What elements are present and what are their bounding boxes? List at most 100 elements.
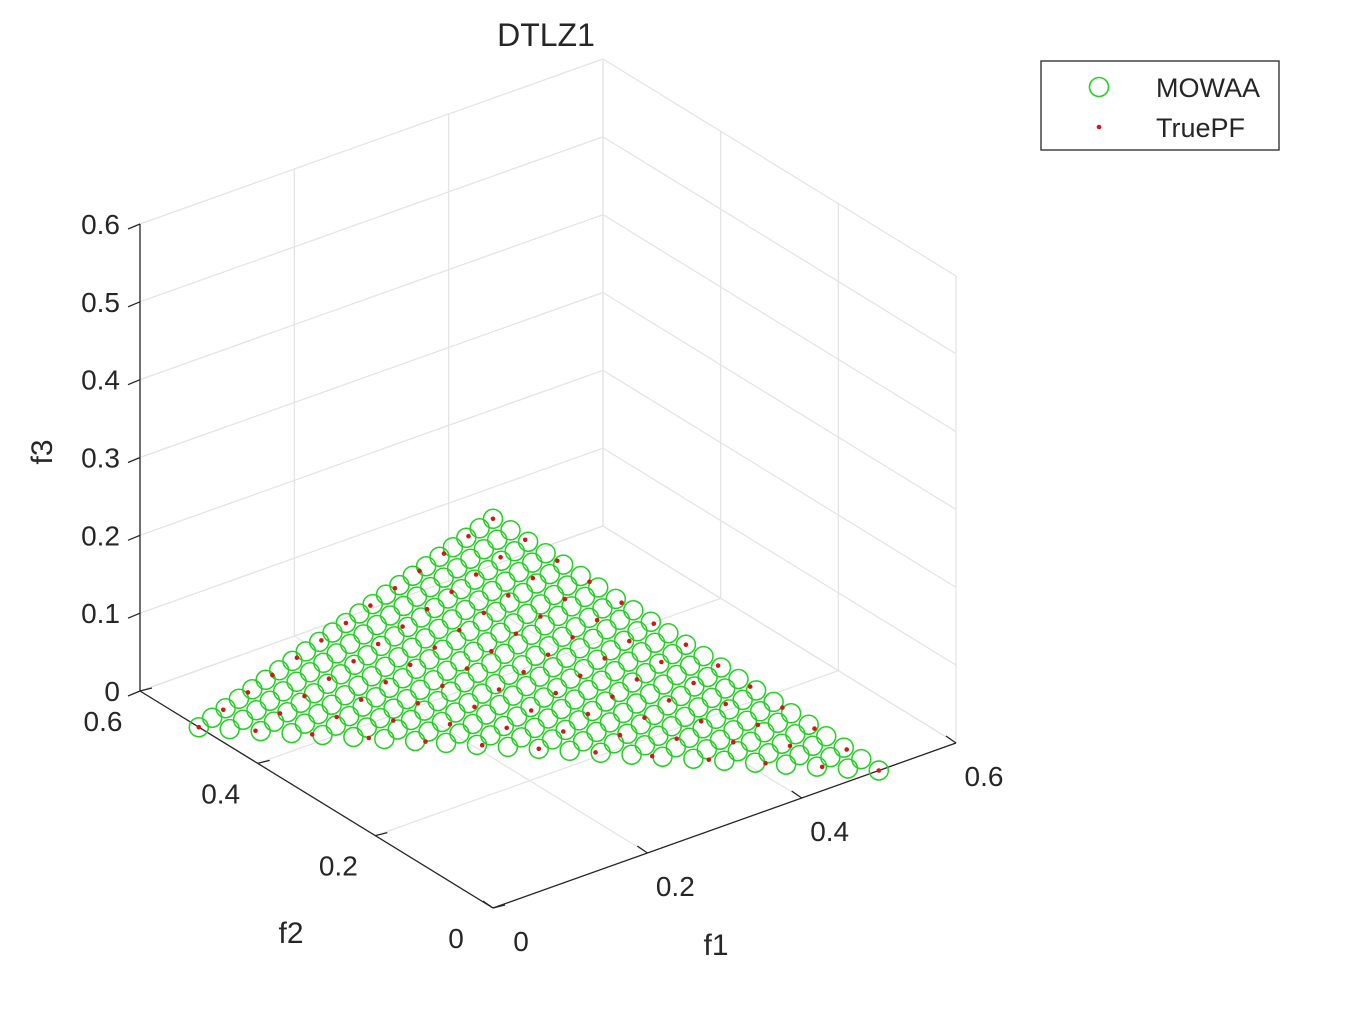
point-mowaa	[630, 714, 652, 735]
point-mowaa	[732, 689, 753, 711]
point-mowaa	[446, 557, 468, 579]
point-mowaa	[503, 613, 525, 634]
point-truepf	[553, 690, 558, 696]
point-mowaa	[427, 690, 449, 712]
point-mowaa	[618, 651, 639, 672]
point-mowaa	[740, 731, 762, 752]
point-mowaa	[401, 637, 423, 659]
point-truepf	[294, 655, 300, 660]
point-mowaa	[552, 626, 573, 648]
grid-line	[139, 525, 604, 692]
point-mowaa	[754, 721, 775, 743]
grid-line	[139, 447, 604, 614]
point-mowaa	[520, 696, 541, 718]
point-mowaa	[286, 671, 307, 693]
grid-line	[139, 58, 604, 225]
point-mowaa	[617, 723, 638, 745]
point-mowaa	[415, 628, 436, 649]
point-mowaa	[525, 645, 546, 666]
point-mowaa	[592, 598, 613, 619]
point-mowaa	[313, 652, 334, 674]
tick-labels: 00.20.40.600.20.40.600.10.20.30.40.50.6	[81, 209, 1003, 957]
point-mowaa	[477, 559, 499, 581]
grid-line	[602, 214, 957, 433]
point-truepf	[649, 753, 655, 759]
point-truepf	[196, 724, 202, 730]
point-mowaa	[374, 656, 396, 678]
grid-line	[602, 369, 957, 588]
point-mowaa	[608, 681, 630, 703]
point-mowaa	[383, 698, 404, 719]
point-mowaa	[379, 605, 401, 626]
point-mowaa	[366, 614, 388, 636]
point-mowaa	[322, 622, 343, 643]
point-truepf	[441, 551, 447, 556]
point-mowaa	[429, 546, 450, 567]
point-mowaa	[486, 601, 507, 623]
point-mowaa	[428, 618, 449, 640]
legend-label-truepf: TruePF	[1156, 113, 1245, 143]
point-mowaa	[631, 641, 652, 663]
axes	[139, 224, 957, 909]
point-mowaa	[281, 722, 302, 744]
point-truepf	[642, 715, 647, 720]
point-mowaa	[596, 619, 617, 640]
point-mowaa	[590, 742, 611, 764]
y-tick	[492, 904, 506, 909]
point-truepf	[489, 648, 494, 654]
point-mowaa	[455, 599, 476, 621]
point-mowaa	[374, 728, 395, 750]
point-mowaa	[621, 744, 642, 765]
point-mowaa	[542, 656, 564, 678]
point-mowaa	[498, 664, 520, 685]
point-truepf	[528, 708, 534, 713]
point-truepf	[479, 742, 485, 748]
point-truepf	[521, 669, 526, 675]
point-mowaa	[547, 605, 569, 627]
point-mowaa	[577, 679, 599, 701]
point-mowaa	[321, 694, 342, 715]
point-mowaa	[255, 669, 276, 691]
point-mowaa	[424, 597, 445, 619]
point-truepf	[876, 768, 882, 773]
point-mowaa	[609, 609, 631, 631]
grid-line	[139, 136, 604, 303]
point-truepf	[391, 718, 396, 723]
z-tick	[127, 301, 141, 308]
point-truepf	[763, 761, 768, 766]
point-mowaa	[727, 740, 748, 762]
point-truepf	[309, 732, 315, 737]
point-mowaa	[521, 552, 543, 573]
point-mowaa	[445, 630, 467, 651]
point-truepf	[706, 757, 712, 762]
point-mowaa	[272, 681, 294, 702]
point-mowaa	[290, 692, 312, 713]
point-mowaa	[595, 691, 616, 712]
grid-line	[257, 597, 721, 764]
point-mowaa	[511, 654, 533, 676]
y-tick-label: 0	[448, 923, 464, 954]
point-mowaa	[352, 696, 373, 717]
point-truepf	[423, 739, 428, 744]
point-mowaa	[666, 664, 687, 686]
point-mowaa	[268, 660, 290, 681]
point-mowaa	[384, 626, 405, 647]
point-mowaa	[524, 717, 545, 739]
point-mowaa	[423, 669, 444, 691]
point-mowaa	[464, 569, 485, 590]
point-mowaa	[572, 731, 594, 752]
point-truepf	[432, 645, 438, 650]
point-mowaa	[802, 735, 824, 756]
point-mowaa	[639, 683, 661, 705]
point-mowaa	[533, 687, 555, 708]
point-mowaa	[369, 707, 391, 729]
point-mowaa	[441, 609, 463, 630]
legend-marker-truepf	[1096, 124, 1102, 130]
point-truepf	[683, 642, 689, 647]
point-truepf	[415, 701, 421, 706]
point-truepf	[375, 641, 381, 647]
point-mowaa	[481, 580, 503, 602]
grid-line	[294, 635, 648, 854]
point-mowaa	[460, 548, 481, 569]
grid-line	[602, 291, 957, 511]
